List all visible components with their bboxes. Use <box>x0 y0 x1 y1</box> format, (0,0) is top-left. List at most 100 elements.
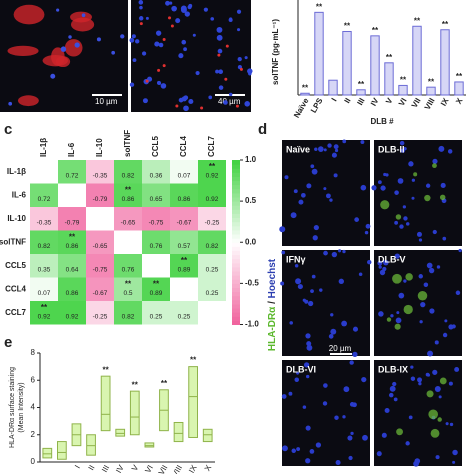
nucleus <box>397 178 404 184</box>
tile-label: DLB-II <box>378 144 405 154</box>
stain <box>428 409 438 420</box>
cell <box>142 160 170 184</box>
nucleus <box>389 385 396 392</box>
colorbar <box>232 197 240 202</box>
nucleus <box>454 367 460 372</box>
colorbar <box>232 266 240 272</box>
nucleus <box>400 148 405 153</box>
nucleus <box>382 266 387 272</box>
nucleus <box>56 8 60 12</box>
nucleus <box>302 405 307 409</box>
box <box>188 366 198 438</box>
nucleus <box>237 28 241 32</box>
nucleus <box>378 265 382 269</box>
nucleus <box>385 173 389 177</box>
nucleus <box>296 447 301 451</box>
cell-label: 0.86 <box>66 243 79 250</box>
x-tick-label: III <box>100 464 111 474</box>
nucleus <box>284 175 289 180</box>
colorbar <box>232 160 240 165</box>
nucleus <box>311 274 316 279</box>
nucleus <box>335 460 341 466</box>
cell <box>217 53 221 57</box>
nucleus <box>228 17 233 22</box>
nucleus <box>334 148 339 153</box>
nucleus <box>298 199 304 205</box>
nucleus <box>448 324 454 330</box>
stain <box>439 377 447 385</box>
bar <box>426 86 436 96</box>
cell-label: 0.82 <box>206 243 219 250</box>
micrograph <box>374 250 462 356</box>
nucleus <box>289 321 293 325</box>
axis-title: HLA-DRα surface staining <box>9 367 16 448</box>
colorbar-label: -1.0 <box>245 320 259 329</box>
cell <box>142 207 170 231</box>
stain <box>432 163 437 169</box>
column-label: IL-6 <box>67 142 76 157</box>
nucleus <box>418 274 423 279</box>
nucleus <box>315 442 322 448</box>
nucleus <box>203 7 208 12</box>
bar <box>454 81 464 96</box>
x-tick-label: VII <box>410 97 423 110</box>
cell <box>114 254 142 278</box>
x-tick-label: X <box>454 96 465 106</box>
cell-label: 0.82 <box>122 314 135 321</box>
significance: ** <box>428 77 435 86</box>
stain <box>403 304 413 315</box>
nucleus <box>341 320 348 327</box>
bar <box>370 35 380 96</box>
cell <box>170 183 198 207</box>
box <box>202 428 213 443</box>
cell-label: 0.82 <box>122 173 135 180</box>
cell <box>170 24 174 28</box>
cell-label: 0.35 <box>38 267 51 274</box>
nucleus <box>296 371 300 375</box>
nucleus <box>129 82 135 87</box>
nucleus <box>96 37 101 42</box>
axis-title: (Mean Intensity) <box>18 382 25 432</box>
row-label: IL-1β <box>7 167 26 176</box>
nucleus <box>8 101 13 106</box>
stain <box>386 317 392 322</box>
nucleus <box>68 35 72 39</box>
cell <box>114 183 142 207</box>
cell-label: 0.89 <box>150 290 163 297</box>
colorbar <box>232 217 240 223</box>
cell <box>64 39 83 57</box>
nucleus <box>381 432 387 438</box>
nucleus <box>330 313 334 317</box>
cell <box>162 37 166 41</box>
nucleus <box>458 248 462 253</box>
nucleus <box>338 249 342 253</box>
cell <box>139 22 143 26</box>
nucleus <box>408 161 414 167</box>
bar <box>384 62 394 96</box>
colorbar <box>232 164 240 169</box>
nucleus <box>248 72 252 76</box>
cell-label: -0.35 <box>93 173 108 180</box>
significance: ** <box>344 22 351 31</box>
nucleus <box>327 143 332 148</box>
nucleus <box>311 168 318 175</box>
nucleus <box>175 18 181 24</box>
colorbar <box>232 291 240 297</box>
nucleus <box>403 279 407 283</box>
nucleus <box>342 415 346 419</box>
nucleus <box>131 34 136 39</box>
nucleus <box>304 299 309 304</box>
nucleus <box>392 381 397 387</box>
nucleus <box>379 269 386 276</box>
colorbar <box>232 308 240 313</box>
cell <box>86 301 114 325</box>
cell-label: -0.25 <box>93 314 108 321</box>
box <box>173 421 184 443</box>
cell <box>198 254 226 278</box>
nucleus <box>426 262 433 269</box>
cell-label: 0.76 <box>122 267 135 274</box>
nucleus <box>377 260 383 266</box>
nucleus <box>442 236 447 241</box>
nucleus <box>208 95 213 100</box>
nucleus <box>218 85 224 90</box>
